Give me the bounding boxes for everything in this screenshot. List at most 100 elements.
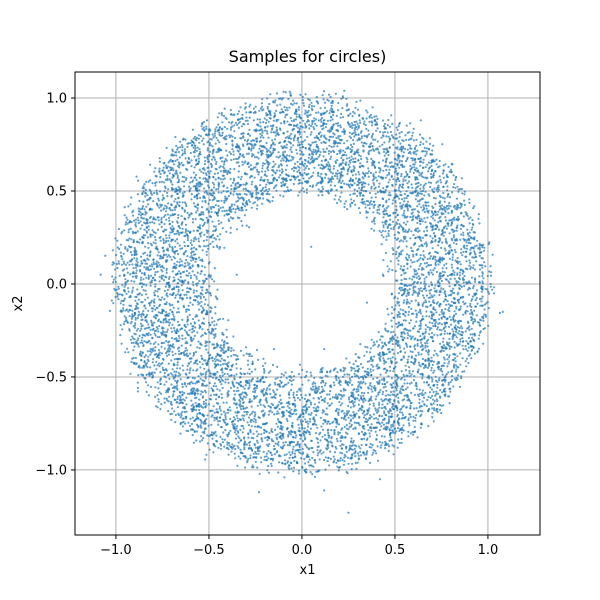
data-point [227,453,230,456]
data-point [455,242,458,246]
data-point [397,255,400,258]
data-point [247,138,250,141]
data-point [373,183,376,186]
data-point [262,108,265,111]
data-point [391,423,394,426]
data-point [226,172,229,176]
data-point [208,354,211,357]
data-point [355,421,358,424]
data-point [434,197,437,200]
data-point [161,366,164,369]
data-point [230,188,233,191]
data-point [161,169,164,172]
data-point [144,195,147,198]
data-point [290,150,293,154]
data-point [263,180,266,183]
data-point [184,138,187,141]
data-point [408,424,411,427]
data-point [237,455,240,458]
data-point [416,436,419,439]
data-point [186,287,189,290]
data-point [197,319,200,322]
data-point [432,308,435,311]
data-point [178,261,181,264]
data-point [491,253,494,256]
data-point [261,192,264,195]
data-point [353,372,356,375]
data-point [256,198,259,201]
data-point [188,262,191,265]
data-point [204,180,207,183]
data-point [470,309,473,312]
data-point [184,347,187,350]
data-point [176,176,179,179]
data-point [452,385,455,388]
data-point [427,285,431,288]
data-point [213,336,216,339]
data-point [212,225,215,228]
data-point [260,102,263,105]
data-point [213,411,216,414]
data-point [296,390,299,393]
data-point [165,205,168,208]
data-point [374,176,377,179]
data-point [300,421,303,424]
data-point [384,188,387,192]
data-point [369,370,372,373]
data-point [132,267,135,270]
data-point [250,370,253,373]
data-point [425,265,428,268]
data-point [251,466,254,469]
data-point [258,129,261,132]
data-point [391,406,394,409]
data-point [474,305,478,308]
data-point [271,127,274,130]
data-point [186,342,189,345]
data-point [403,378,406,381]
data-point [342,158,345,161]
data-point [356,194,359,198]
data-point [329,390,332,393]
data-point [297,169,301,172]
data-point [437,210,440,213]
data-point [245,193,248,196]
data-point [194,350,198,354]
data-point [211,133,214,136]
data-point [145,262,149,265]
data-point [236,386,239,389]
data-point [229,216,232,219]
data-point [208,340,211,344]
data-point [226,411,230,414]
data-point [398,441,401,445]
data-point [301,447,304,451]
data-point [462,250,465,254]
data-point [200,211,203,214]
data-point [301,420,304,423]
data-point [239,153,242,156]
data-point [186,349,189,352]
data-point [189,417,192,420]
data-point [380,136,383,139]
data-point [488,270,491,273]
data-point [234,182,237,186]
data-point [256,204,259,207]
data-point [176,252,180,256]
data-point [466,310,469,313]
data-point [320,452,323,455]
data-point [220,112,223,115]
data-point [222,163,226,166]
data-point [208,150,212,153]
data-point [180,161,183,164]
data-point [224,414,227,417]
data-point [428,292,431,295]
data-point [378,145,381,148]
data-point [486,274,489,278]
data-point [326,375,329,378]
data-point [177,197,180,200]
data-point [427,296,430,299]
data-point [409,284,413,287]
data-point [137,213,140,216]
data-point [174,352,177,355]
data-point [190,422,194,425]
data-point [154,184,157,187]
